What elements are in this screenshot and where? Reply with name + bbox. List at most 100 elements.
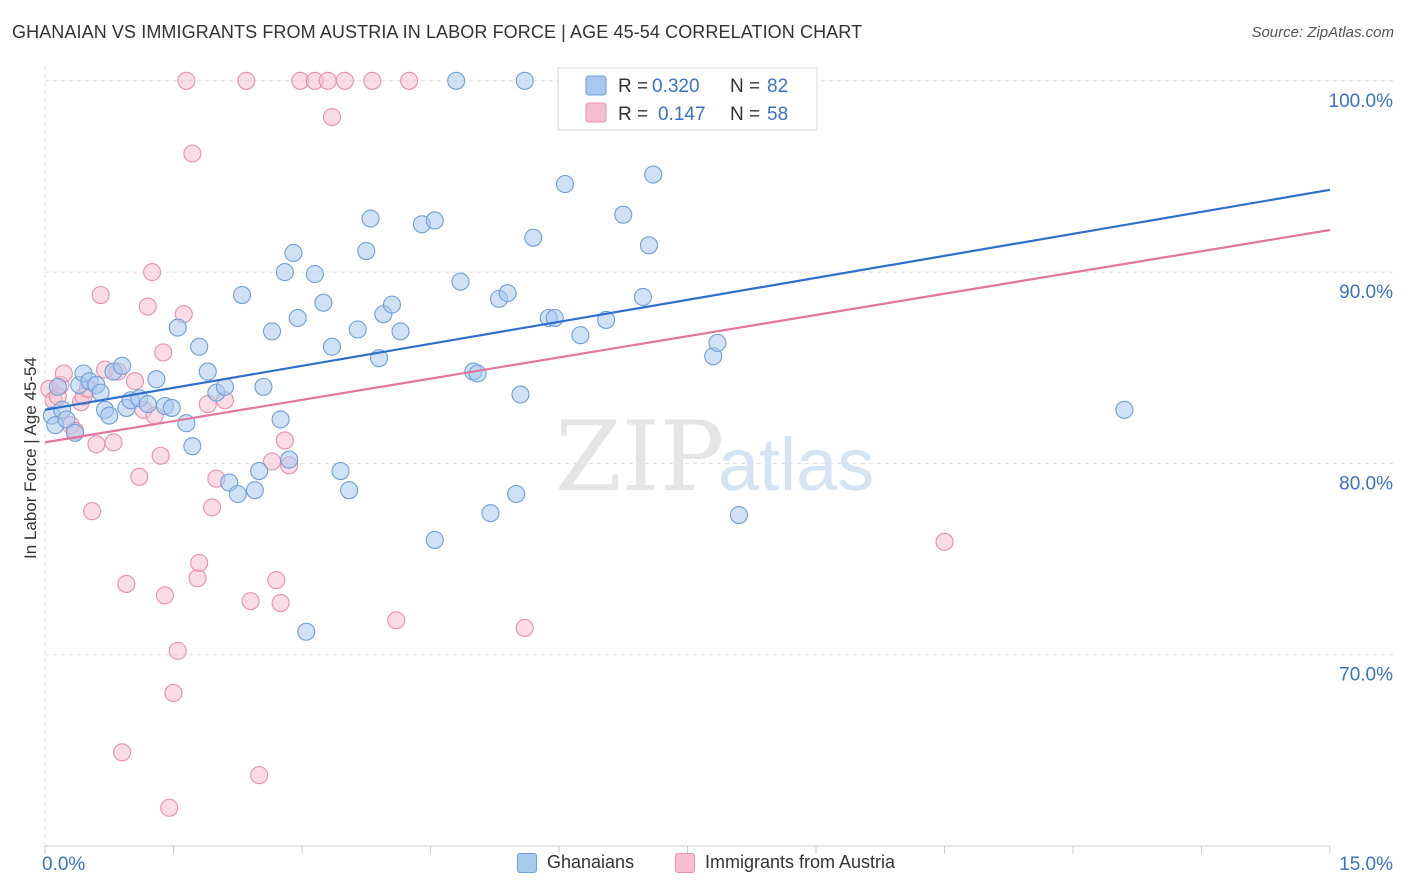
chart-title: GHANAIAN VS IMMIGRANTS FROM AUSTRIA IN L… (12, 22, 863, 42)
austria-point (203, 498, 222, 517)
austria-point (267, 571, 286, 590)
ghanaians-point (597, 310, 616, 329)
austria-trend-line (44, 228, 1331, 444)
ghanaians-point (245, 481, 264, 500)
ghanaians-point (468, 364, 487, 383)
austria-point (177, 71, 196, 90)
legend-label-austria: Immigrants from Austria (705, 852, 896, 872)
legend-n-value: 58 (767, 104, 788, 125)
legend-swatch-ghanaians (585, 75, 607, 96)
legend-item-ghanaians: Ghanaians (517, 852, 634, 873)
ghanaians-point (100, 406, 119, 425)
ghanaians-point (275, 263, 294, 282)
ghanaians-point (382, 295, 402, 314)
ghanaians-point (168, 318, 187, 337)
austria-point (363, 71, 382, 90)
ghanaians-point (481, 504, 500, 523)
x-tick-label: 15.0% (1339, 854, 1393, 875)
series-ghanaians-points (42, 71, 1134, 641)
ghanaians-point (322, 337, 342, 356)
austria-point (130, 467, 149, 486)
austria-point (188, 569, 207, 588)
austria-point (515, 618, 534, 637)
ghanaians-point (524, 228, 543, 247)
austria-point (387, 611, 406, 630)
y-tick-label: 90.0% (1339, 282, 1393, 303)
austria-point (318, 71, 337, 90)
ghanaians-point (198, 362, 217, 381)
trend-lines (44, 188, 1331, 444)
ghanaians-point (425, 530, 444, 549)
ghanaians-point (113, 356, 132, 375)
series-legend: Ghanaians Immigrants from Austria (0, 852, 1406, 878)
legend-label-ghanaians: Ghanaians (547, 852, 635, 872)
ghanaians-point (555, 175, 575, 194)
austria-point (151, 446, 170, 465)
ghanaians-point (183, 437, 202, 456)
austria-point (155, 586, 174, 605)
ghanaians-point (644, 165, 663, 184)
austria-point (113, 743, 132, 762)
ghanaians-point (254, 377, 273, 396)
austria-point (250, 766, 269, 785)
ghanaians-point (262, 322, 282, 341)
austria-point (138, 297, 157, 316)
ghanaians-point (348, 320, 367, 339)
legend-r-label: R = (618, 76, 648, 97)
austria-point (400, 71, 419, 90)
ghanaians-point (228, 484, 247, 504)
austria-point (335, 71, 354, 90)
y-tick-label: 70.0% (1339, 665, 1393, 686)
legend-item-austria: Immigrants from Austria (675, 852, 895, 873)
austria-point (125, 372, 144, 391)
austria-point (91, 286, 110, 305)
ghanaians-point (138, 395, 157, 414)
legend-n-label: N = (730, 104, 760, 125)
ghanaians-point (297, 622, 316, 641)
ghanaians-point (280, 450, 299, 469)
austria-point (241, 592, 260, 611)
ghanaians-point (147, 370, 166, 389)
ghanaians-point (498, 284, 517, 303)
ghanaians-point (511, 385, 530, 404)
austria-point (83, 502, 102, 521)
austria-point (160, 798, 179, 817)
y-axis-label: In Labor Force | Age 45-54 (21, 357, 40, 559)
ghanaians-point (357, 242, 376, 261)
ghanaians-trend-line (44, 188, 1331, 411)
watermark-zip: ZIP (555, 401, 724, 513)
austria-point (164, 683, 183, 703)
ghanaians-point (571, 326, 590, 345)
austria-point (117, 574, 136, 593)
ghanaians-point (1115, 400, 1134, 419)
ghanaians-point (288, 308, 307, 328)
ghanaians-point (271, 410, 290, 429)
austria-point (322, 108, 342, 127)
y-tick-label: 100.0% (1329, 91, 1394, 112)
watermark: ZIP atlas (555, 401, 874, 513)
ghanaians-point (391, 322, 410, 341)
ghanaians-point (162, 398, 181, 417)
austria-point (271, 593, 290, 613)
legend-n-value: 82 (767, 76, 788, 97)
watermark-atlas: atlas (718, 423, 874, 506)
tick-labels: 70.0% 80.0% 90.0% 100.0% 0.0% 15.0% (42, 91, 1393, 875)
ghanaians-point (639, 236, 659, 255)
ghanaians-point (447, 71, 466, 90)
austria-point (143, 263, 162, 282)
ghanaians-point (190, 337, 209, 356)
legend-swatch-austria (585, 102, 607, 123)
ghanaians-point (708, 333, 727, 352)
ghanaians-point (305, 264, 324, 284)
ghanaians-point (633, 287, 653, 307)
legend-r-value: 0.320 (652, 76, 700, 97)
ghanaians-point (340, 481, 359, 500)
ghanaians-point (232, 286, 252, 305)
austria-point (154, 343, 173, 362)
ghanaians-point (425, 211, 444, 230)
ghanaians-point (57, 410, 76, 429)
austria-point (183, 144, 202, 163)
ghanaians-point (314, 293, 333, 312)
ghanaians-point (284, 243, 303, 263)
ghanaians-point (451, 272, 470, 291)
